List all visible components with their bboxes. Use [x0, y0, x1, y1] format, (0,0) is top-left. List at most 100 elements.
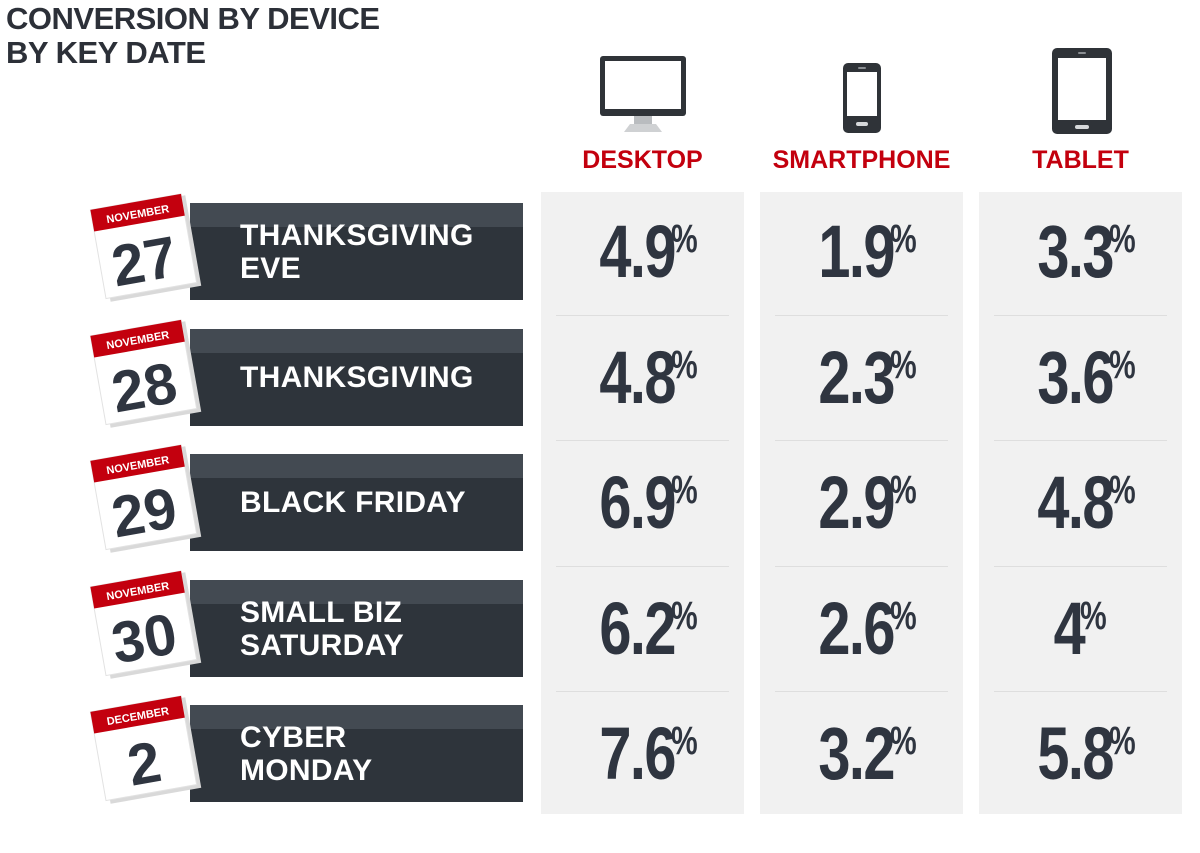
- smartphone-column-panel: [760, 192, 963, 814]
- tablet-value-cell: 5.8%: [979, 717, 1182, 791]
- percent-sign: %: [890, 468, 917, 512]
- banner-stripe: [190, 329, 523, 353]
- percent-sign: %: [1109, 343, 1136, 387]
- banner-stripe: [190, 580, 523, 604]
- smartphone-value-cell: 2.6%: [760, 592, 963, 666]
- data-label: 4.8: [599, 336, 677, 419]
- tablet-column-header: TABLET: [1032, 146, 1129, 174]
- desktop-value-cell: 4.9%: [541, 215, 744, 289]
- tablet-column-panel: [979, 192, 1182, 814]
- data-label: 4.9: [599, 210, 677, 293]
- tablet-value-cell: 3.6%: [979, 341, 1182, 415]
- smartphone-value-cell: 2.3%: [760, 341, 963, 415]
- data-label: 6.2: [599, 587, 677, 670]
- event-name-line: MONDAY: [240, 753, 373, 787]
- percent-sign: %: [1109, 217, 1136, 261]
- data-label: 4: [1053, 587, 1086, 670]
- calendar-day: 30: [107, 601, 182, 676]
- tablet-value-cell: 3.3%: [979, 215, 1182, 289]
- desktop-value-cell: 7.6%: [541, 717, 744, 791]
- percent-sign: %: [890, 217, 917, 261]
- event-banner: CYBER MONDAY: [190, 705, 523, 802]
- tablet-value-cell: 4%: [979, 592, 1182, 666]
- smartphone-row-separator: [775, 440, 948, 441]
- smartphone-row-separator: [775, 315, 948, 316]
- calendar-day: 29: [107, 475, 182, 550]
- tablet-row-separator: [994, 691, 1167, 692]
- desktop-monitor-icon: [600, 56, 686, 132]
- event-banner: SMALL BIZ SATURDAY: [190, 580, 523, 677]
- event-name-line: BLACK FRIDAY: [240, 486, 466, 519]
- percent-sign: %: [890, 594, 917, 638]
- title-line-2: BY KEY DATE: [6, 35, 206, 70]
- event-name-line: SATURDAY: [240, 628, 405, 662]
- data-label: 3.2: [818, 712, 896, 795]
- calendar-header: [90, 570, 185, 609]
- data-label: 3.6: [1037, 336, 1115, 419]
- calendar-header: [90, 444, 185, 483]
- event-name-line: THANKSGIVING: [240, 218, 474, 252]
- desktop-value-cell: 4.8%: [541, 341, 744, 415]
- desktop-row-separator: [556, 566, 729, 567]
- calendar-day: 27: [107, 224, 182, 299]
- percent-sign: %: [890, 343, 917, 387]
- banner-stripe: [190, 705, 523, 729]
- percent-sign: %: [671, 719, 698, 763]
- desktop-value-cell: 6.2%: [541, 592, 744, 666]
- event-name-line: CYBER: [240, 720, 347, 754]
- desktop-value-cell: 6.9%: [541, 466, 744, 540]
- smartphone-column-header: SMARTPHONE: [772, 146, 951, 174]
- event-banner: THANKSGIVING: [190, 329, 523, 426]
- data-label: 2.6: [818, 587, 896, 670]
- desktop-row-separator: [556, 315, 729, 316]
- calendar-header: [90, 695, 185, 734]
- smartphone-value-cell: 3.2%: [760, 717, 963, 791]
- event-name-line: EVE: [240, 251, 301, 285]
- smartphone-row-separator: [775, 691, 948, 692]
- title-line-1: CONVERSION BY DEVICE: [6, 1, 380, 36]
- data-label: 2.9: [818, 461, 896, 544]
- desktop-row-separator: [556, 691, 729, 692]
- smartphone-value-cell: 2.9%: [760, 466, 963, 540]
- desktop-row-separator: [556, 440, 729, 441]
- percent-sign: %: [1080, 594, 1107, 638]
- percent-sign: %: [1109, 719, 1136, 763]
- percent-sign: %: [671, 468, 698, 512]
- event-name: THANKSGIVING: [240, 329, 520, 426]
- smartphone-icon: [843, 63, 881, 133]
- data-label: 7.6: [599, 712, 677, 795]
- tablet-value-cell: 4.8%: [979, 466, 1182, 540]
- event-name: SMALL BIZ SATURDAY: [240, 580, 520, 677]
- data-label: 4.8: [1037, 461, 1115, 544]
- event-banner: BLACK FRIDAY: [190, 454, 523, 551]
- data-label: 2.3: [818, 336, 896, 419]
- event-name: THANKSGIVING EVE: [240, 203, 520, 300]
- percent-sign: %: [1109, 468, 1136, 512]
- desktop-column-header: DESKTOP: [582, 146, 703, 174]
- event-name: BLACK FRIDAY: [240, 454, 520, 551]
- event-name: CYBER MONDAY: [240, 705, 520, 802]
- event-name-line: SMALL BIZ: [240, 595, 403, 629]
- data-label: 3.3: [1037, 210, 1115, 293]
- percent-sign: %: [890, 719, 917, 763]
- tablet-icon: [1052, 48, 1112, 134]
- banner-stripe: [190, 454, 523, 478]
- banner-stripe: [190, 203, 523, 227]
- data-label: 6.9: [599, 461, 677, 544]
- data-label: 5.8: [1037, 712, 1115, 795]
- calendar-header: [90, 193, 185, 232]
- tablet-row-separator: [994, 440, 1167, 441]
- desktop-column-panel: [541, 192, 744, 814]
- tablet-row-separator: [994, 566, 1167, 567]
- calendar-header: [90, 319, 185, 358]
- event-banner: THANKSGIVING EVE: [190, 203, 523, 300]
- chart-title: CONVERSION BY DEVICE BY KEY DATE: [6, 2, 380, 70]
- data-label: 1.9: [818, 210, 896, 293]
- percent-sign: %: [671, 343, 698, 387]
- calendar-day: 28: [107, 350, 182, 425]
